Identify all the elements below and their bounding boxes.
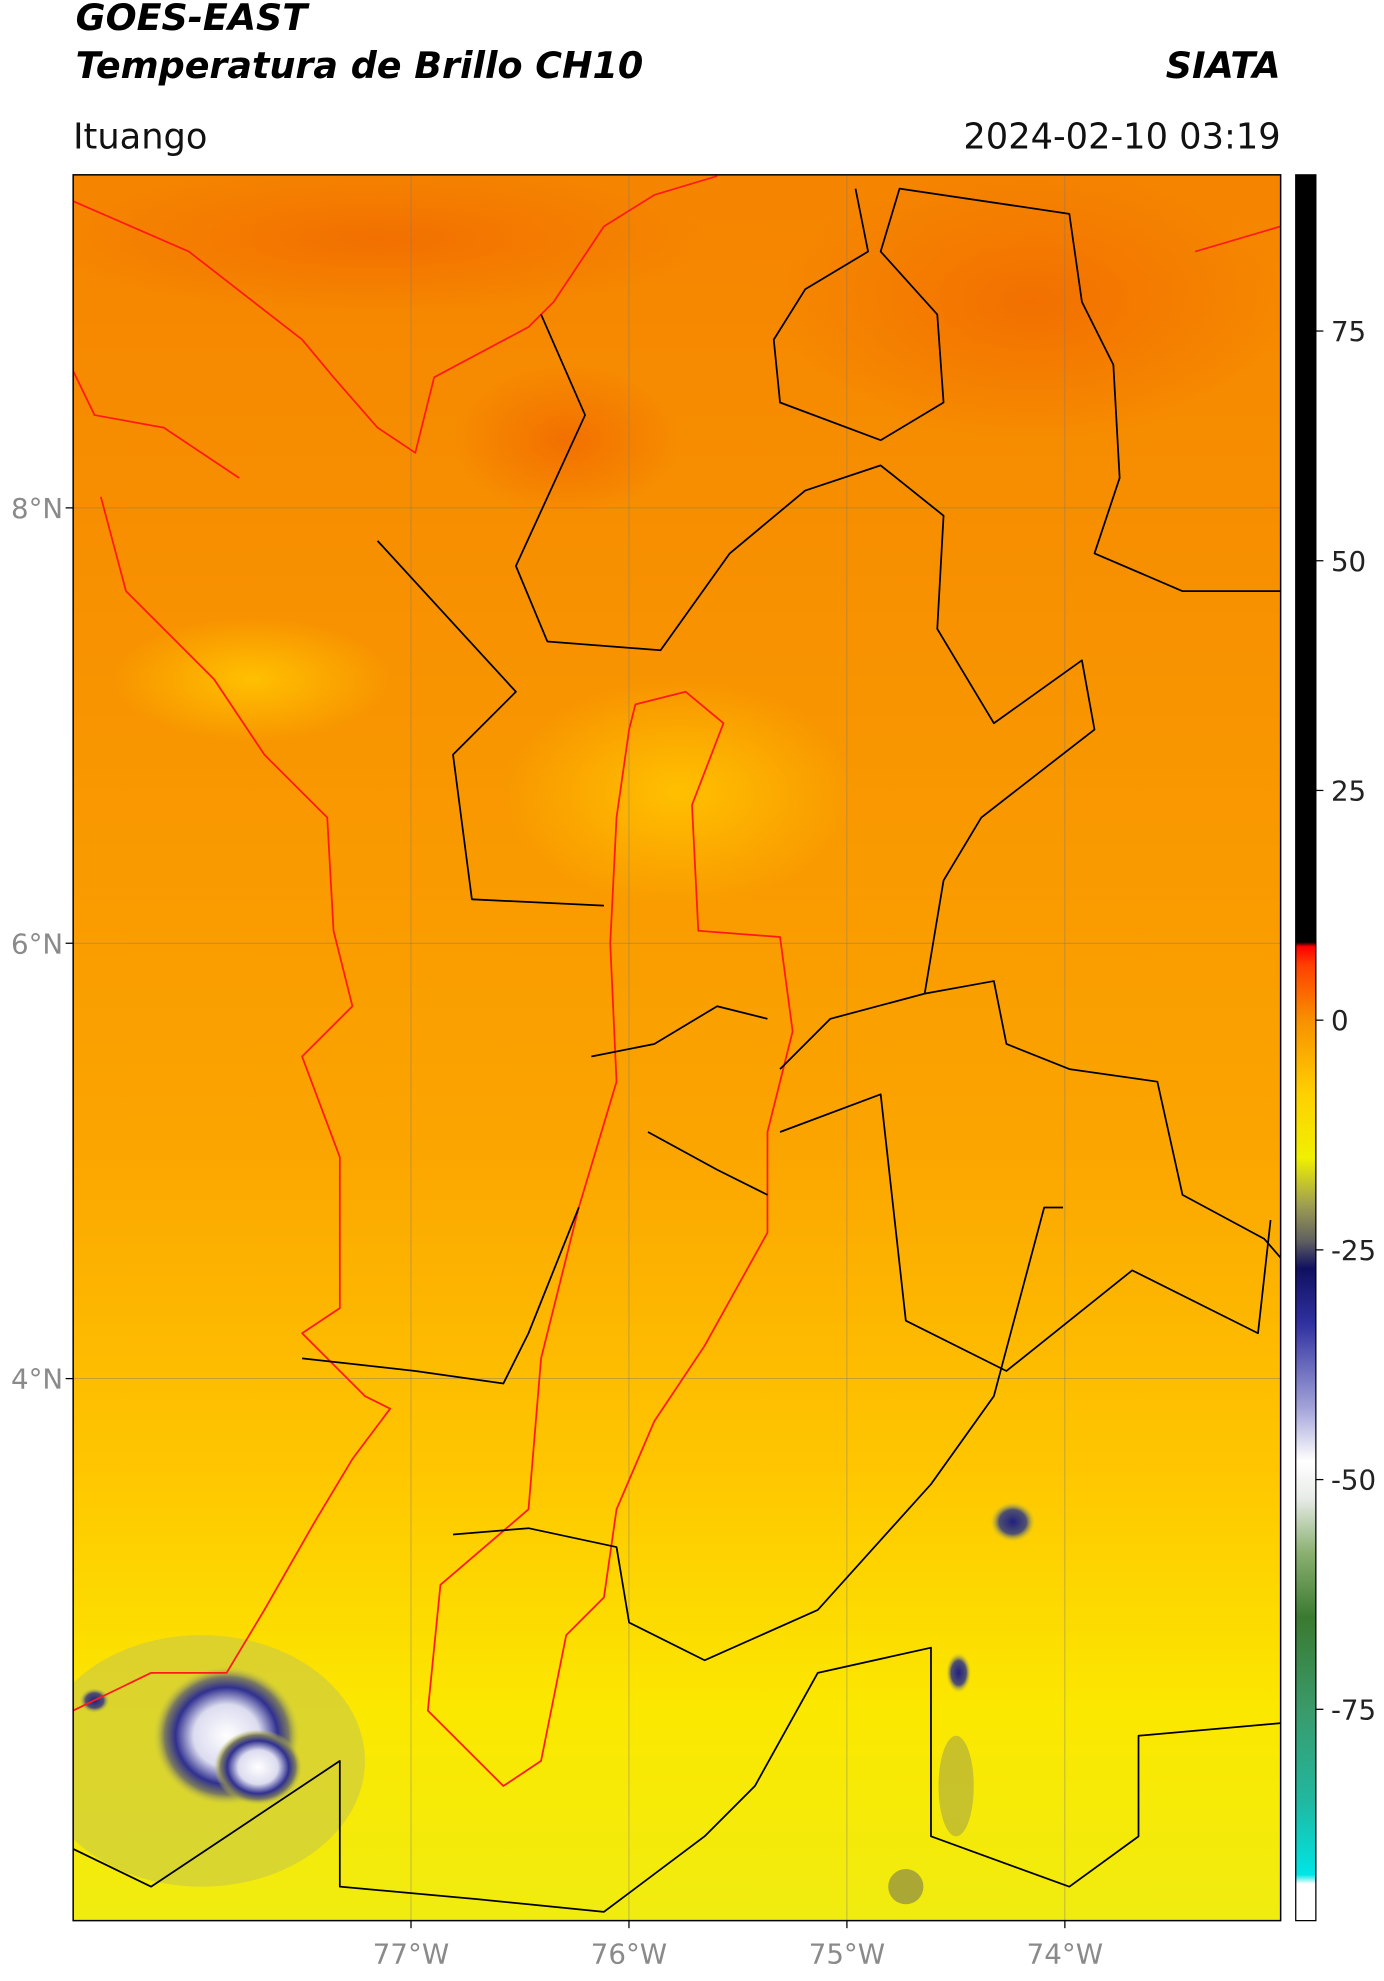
admin-border <box>515 314 1096 1070</box>
storm-cell <box>990 1501 1036 1543</box>
warm-area <box>780 174 1281 441</box>
basin-outline <box>426 690 794 1787</box>
cool-area <box>503 679 856 906</box>
organization: SIATA <box>1166 44 1281 87</box>
cool-area <box>113 616 391 743</box>
admin-border <box>73 1646 1281 1913</box>
x-tick-label: 76°W <box>591 1937 667 1970</box>
admin-border <box>376 540 604 907</box>
warm-area <box>73 174 705 315</box>
colorbar-tick-label: -50 <box>1331 1464 1376 1497</box>
colorbar-tick-label: 75 <box>1331 315 1366 348</box>
coastline <box>73 175 718 454</box>
cloud-area <box>938 1735 974 1837</box>
map-axes: 77°W 76°W 75°W 74°W 8°N 6°N 4°N <box>11 492 1103 1970</box>
map-frame <box>72 174 1282 1922</box>
admin-border <box>452 1206 1064 1662</box>
datetime: 2024-02-10 03:19 <box>963 116 1280 157</box>
x-tick-label: 74°W <box>1027 1937 1103 1970</box>
admin-border <box>924 980 1281 1259</box>
colorbar-tick-label: -25 <box>1331 1234 1376 1267</box>
coastline <box>1194 225 1281 253</box>
y-tick-label: 8°N <box>11 492 63 525</box>
x-tick-label: 77°W <box>373 1937 449 1970</box>
map-image <box>73 174 1281 1921</box>
storm-cell <box>214 1729 303 1805</box>
colorbar-tick-label: 25 <box>1331 775 1366 808</box>
location: Ituango <box>73 116 207 157</box>
cloud-area <box>888 1869 924 1905</box>
graticule <box>73 174 1281 1921</box>
coastline <box>73 370 392 1712</box>
x-tick-label: 75°W <box>809 1937 885 1970</box>
colorbar-tick-label: 0 <box>1331 1004 1349 1037</box>
title: GOES-EAST <box>76 0 311 39</box>
colorbar-tick-label: 50 <box>1331 545 1366 578</box>
admin-border <box>779 1093 1272 1372</box>
admin-border <box>772 187 1281 593</box>
y-tick-label: 4°N <box>11 1363 63 1396</box>
brightness-field <box>73 174 1281 1921</box>
y-tick-label: 6°N <box>11 927 63 960</box>
subtitle: Temperatura de Brillo CH10 <box>76 44 644 87</box>
admin-border <box>301 1005 768 1385</box>
colorbar-tick-label: -75 <box>1331 1693 1376 1726</box>
colorbar <box>1295 174 1317 1922</box>
colorbar-ticks: 75 50 25 0 -25 -50 -75 <box>1315 315 1376 1726</box>
storm-cell <box>946 1652 972 1693</box>
warm-area <box>453 364 680 516</box>
